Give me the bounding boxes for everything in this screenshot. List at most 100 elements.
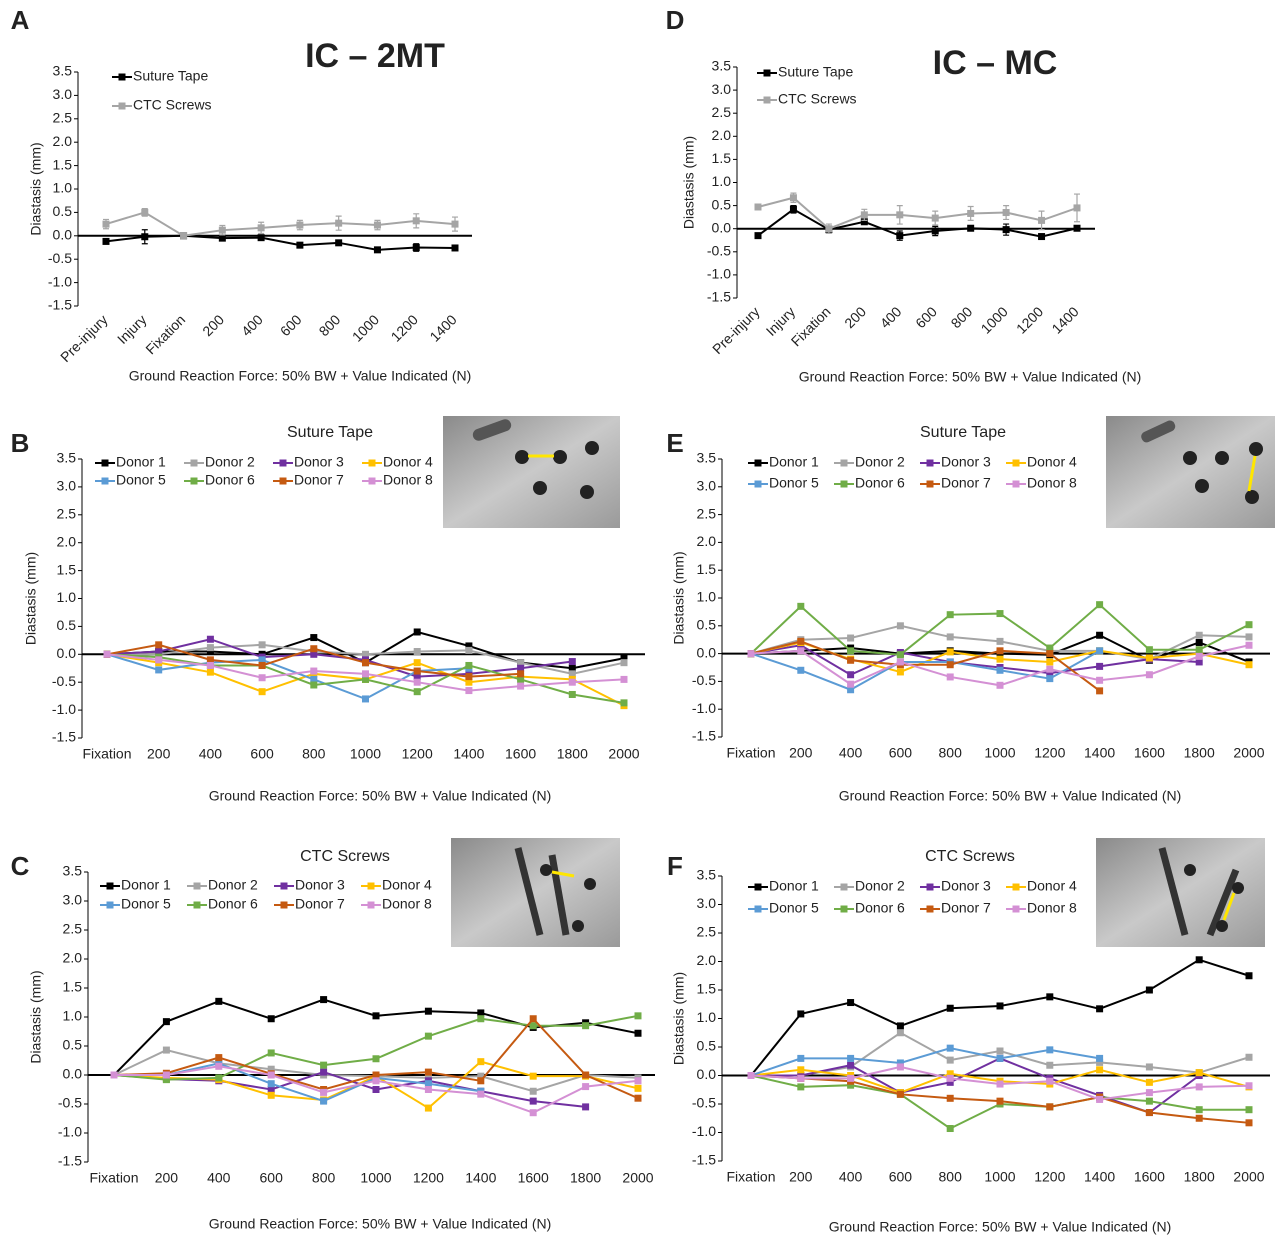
data-point — [413, 673, 421, 681]
x-tick-label: 800 — [948, 303, 976, 331]
y-tick-label: 3.5 — [712, 58, 732, 74]
y-tick-label: 2.5 — [63, 921, 83, 937]
data-point — [413, 678, 421, 686]
data-point — [1046, 658, 1054, 666]
x-tick-label: 1200 — [1034, 1169, 1065, 1185]
data-point — [362, 650, 369, 658]
data-point — [996, 1097, 1004, 1105]
xray-inset-b — [443, 416, 620, 528]
x-tick-label: 200 — [199, 311, 227, 339]
y-tick-label: 2.5 — [57, 506, 77, 522]
y-tick-label: -1.5 — [692, 1152, 716, 1168]
data-point — [372, 1055, 380, 1063]
data-point — [141, 233, 149, 241]
x-tick-label: Fixation — [726, 745, 775, 761]
data-point — [1145, 1063, 1153, 1071]
x-tick-label: Fixation — [788, 303, 834, 349]
data-point — [517, 675, 525, 683]
panel-letter: D — [666, 5, 685, 35]
data-point — [1145, 1078, 1153, 1086]
data-point — [413, 667, 421, 675]
y-tick-label: 1.5 — [53, 156, 73, 172]
x-tick-label: 1200 — [1013, 303, 1046, 336]
data-point — [155, 666, 163, 674]
x-tick-label: 400 — [839, 1169, 863, 1185]
data-point — [568, 690, 576, 698]
data-point — [1195, 956, 1203, 964]
data-point — [825, 225, 833, 233]
legend-label: Suture Tape — [778, 64, 853, 80]
y-tick-label: -0.5 — [48, 250, 72, 266]
y-tick-label: 1.5 — [57, 561, 77, 577]
data-point — [257, 224, 265, 232]
data-point — [860, 211, 868, 219]
data-point — [477, 1090, 485, 1098]
data-point — [1002, 226, 1010, 234]
panel-letter: C — [11, 851, 30, 881]
data-point — [362, 695, 369, 703]
data-point — [797, 1066, 805, 1074]
data-point — [1245, 972, 1253, 980]
y-tick-label: 2.0 — [53, 133, 73, 149]
x-tick-label: 800 — [939, 745, 963, 761]
data-point — [946, 673, 954, 681]
x-tick-label: 1000 — [984, 1169, 1015, 1185]
data-point — [1096, 1005, 1104, 1013]
data-point — [413, 659, 421, 667]
data-point — [412, 217, 420, 225]
x-tick-label: 1400 — [1084, 745, 1115, 761]
data-point — [310, 650, 318, 658]
data-point — [946, 1094, 954, 1102]
y-tick-label: 0.5 — [697, 617, 717, 633]
legend-label: Donor 2 — [205, 454, 255, 470]
legend-label: CTC Screws — [133, 97, 212, 113]
data-point — [258, 674, 266, 682]
data-point — [946, 1074, 954, 1082]
series-line — [106, 653, 469, 701]
legend-label: Donor 2 — [855, 454, 905, 470]
y-tick-label: 2.5 — [712, 104, 732, 120]
data-point — [996, 655, 1004, 663]
x-tick-label: 1600 — [518, 1170, 549, 1186]
data-point — [1245, 1053, 1253, 1061]
data-point — [1046, 1046, 1054, 1054]
data-point — [896, 651, 904, 659]
data-point — [946, 648, 954, 656]
data-point — [568, 670, 576, 678]
data-point — [847, 1054, 855, 1062]
y-tick-label: 2.0 — [57, 533, 77, 549]
x-tick-label: 1200 — [1034, 745, 1065, 761]
data-point — [1046, 675, 1054, 683]
data-point — [529, 1087, 537, 1095]
x-tick-label: 2000 — [608, 746, 639, 762]
x-tick-label: 600 — [260, 1170, 284, 1186]
x-tick-label: 1600 — [505, 746, 536, 762]
data-point — [267, 1071, 275, 1079]
data-point — [1245, 661, 1253, 669]
legend-marker — [926, 905, 934, 913]
data-point — [1046, 993, 1054, 1001]
x-tick-label: 2000 — [1233, 745, 1264, 761]
data-point — [1145, 1109, 1153, 1117]
data-point — [1096, 631, 1104, 639]
chart-title: CTC Screws — [300, 848, 390, 865]
data-point — [582, 1083, 590, 1091]
data-point — [465, 678, 473, 686]
y-tick-label: 2.5 — [697, 505, 717, 521]
data-point — [1195, 658, 1203, 666]
y-tick-label: 1.0 — [57, 589, 77, 605]
legend-marker — [368, 459, 376, 467]
legend-marker — [754, 480, 762, 488]
data-point — [931, 227, 939, 235]
x-tick-label: 2000 — [1233, 1169, 1264, 1185]
data-point — [320, 1068, 328, 1076]
legend-label: Donor 8 — [1027, 475, 1077, 491]
data-point — [110, 1071, 118, 1079]
data-point — [451, 220, 459, 228]
y-tick-label: -1.0 — [692, 1123, 716, 1139]
data-point — [296, 221, 304, 229]
data-point — [465, 646, 473, 654]
data-point — [847, 647, 855, 655]
legend-marker — [280, 882, 288, 890]
